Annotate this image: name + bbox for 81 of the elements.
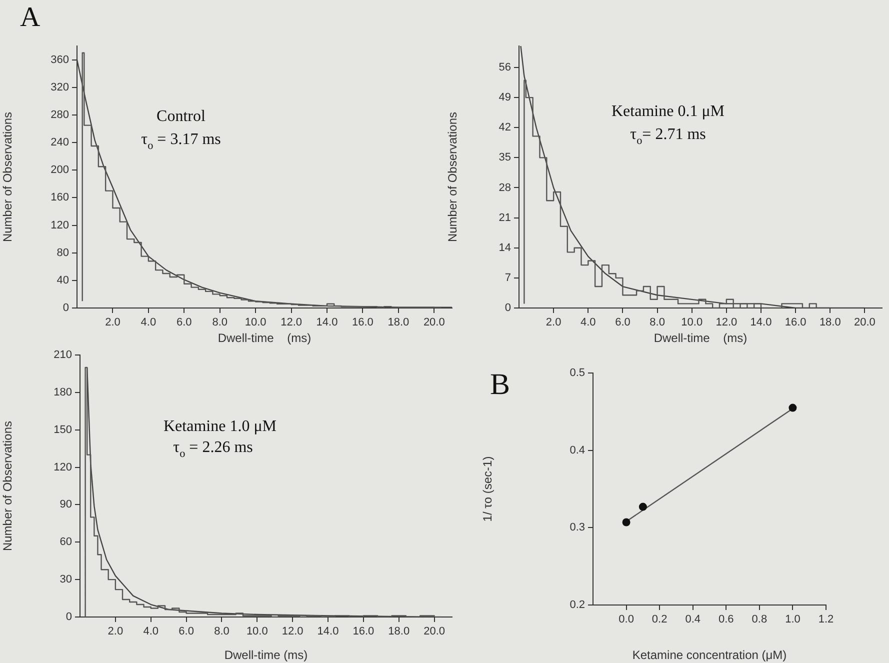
y-tick-label: 60 [60, 536, 72, 548]
x-tick-label: 14.0 [317, 626, 339, 638]
text: A [20, 2, 41, 33]
x-tick-label: 14.0 [316, 316, 338, 329]
x-tick-label: 10.0 [244, 316, 266, 329]
y-tick-label: 0.3 [570, 522, 585, 534]
y-tick-label: 160 [50, 192, 69, 204]
x-axis-title: Dwell-time (ms) [654, 331, 748, 346]
x-tick-label: 4.0 [140, 316, 156, 329]
x-tick-label: 12.0 [282, 626, 304, 638]
y-tick-label: 320 [50, 81, 69, 94]
y-tick-label: 0.2 [570, 599, 585, 612]
y-tick-label: 240 [50, 136, 69, 149]
y-tick-label: 120 [54, 461, 72, 474]
y-tick-label: 80 [56, 246, 69, 259]
y-tick-label: 0 [504, 302, 511, 314]
x-tick-label: 20.0 [423, 316, 445, 329]
x-tick-label: 2.0 [105, 316, 120, 329]
x-tick-label: 1.2 [818, 614, 834, 626]
y-axis-title: Number of Observations [446, 112, 460, 242]
x-tick-label: 12.0 [716, 316, 738, 329]
x-tick-label: 10.0 [246, 626, 268, 638]
x-tick-label: 16.0 [352, 316, 374, 329]
x-tick-label: 0.8 [752, 614, 768, 626]
x-tick-label: 16.0 [352, 626, 374, 638]
x-tick-label: 4.0 [580, 316, 596, 329]
x-tick-label: 0.0 [618, 614, 634, 626]
x-tick-label: 0.4 [685, 614, 701, 626]
y-tick-label: 28 [498, 182, 511, 194]
x-tick-label: 18.0 [388, 316, 410, 329]
x-tick-label: 6.0 [178, 626, 194, 638]
y-tick-label: 0.4 [570, 444, 585, 456]
x-tick-label: 16.0 [784, 316, 806, 329]
text: B [490, 368, 510, 401]
x-axis-title: Dwell-time (ms) [224, 648, 308, 662]
y-tick-label: 210 [54, 349, 72, 362]
x-tick-label: 1.0 [785, 614, 800, 626]
x-tick-label: 8.0 [650, 316, 665, 329]
annotation: Ketamine 1.0 μM [164, 418, 276, 435]
x-tick-label: 12.0 [280, 316, 302, 329]
y-tick-label: 200 [50, 164, 69, 176]
y-tick-label: 280 [50, 108, 69, 121]
annotation: Control [156, 108, 206, 125]
x-tick-label: 10.0 [681, 316, 703, 329]
y-tick-label: 0.5 [570, 367, 585, 380]
x-tick-label: 18.0 [819, 316, 841, 329]
x-tick-label: 0.6 [718, 614, 734, 626]
y-tick-label: 120 [50, 219, 69, 232]
x-axis-title: Dwell-time (ms) [218, 331, 312, 346]
y-tick-label: 180 [54, 386, 72, 398]
y-tick-label: 0 [66, 611, 72, 624]
x-tick-label: 6.0 [615, 316, 630, 329]
annotation: Ketamine 0.1 μM [612, 103, 724, 120]
y-axis-title: 1/ τo (sec-1) [480, 456, 495, 522]
x-tick-label: 8.0 [212, 316, 228, 329]
y-tick-label: 0 [62, 302, 69, 314]
y-tick-label: 7 [504, 272, 511, 284]
y-tick-label: 30 [60, 574, 72, 586]
x-tick-label: 20.0 [424, 626, 445, 638]
x-tick-label: 2.0 [546, 316, 562, 329]
y-axis-title: Number of Observations [0, 420, 15, 552]
x-tick-label: 6.0 [176, 316, 192, 329]
y-tick-label: 150 [54, 424, 72, 436]
x-tick-label: 8.0 [214, 626, 230, 638]
x-tick-label: 14.0 [750, 316, 772, 329]
x-tick-label: 20.0 [854, 316, 876, 329]
y-axis-title: Number of Observations [0, 112, 15, 242]
x-tick-label: 0.2 [652, 614, 668, 626]
x-axis-title: Ketamine concentration (μM) [632, 648, 787, 662]
y-tick-label: 14 [498, 242, 511, 254]
x-tick-label: 18.0 [388, 626, 410, 638]
y-tick-label: 56 [498, 62, 511, 74]
x-tick-label: 2.0 [108, 626, 124, 638]
y-tick-label: 360 [50, 54, 69, 66]
y-tick-label: 35 [498, 152, 511, 164]
y-tick-label: 90 [60, 498, 72, 511]
y-tick-label: 21 [498, 212, 511, 224]
x-tick-label: 4.0 [143, 626, 159, 638]
y-tick-label: 40 [56, 274, 69, 286]
y-tick-label: 49 [498, 92, 511, 104]
y-tick-label: 42 [498, 122, 511, 134]
